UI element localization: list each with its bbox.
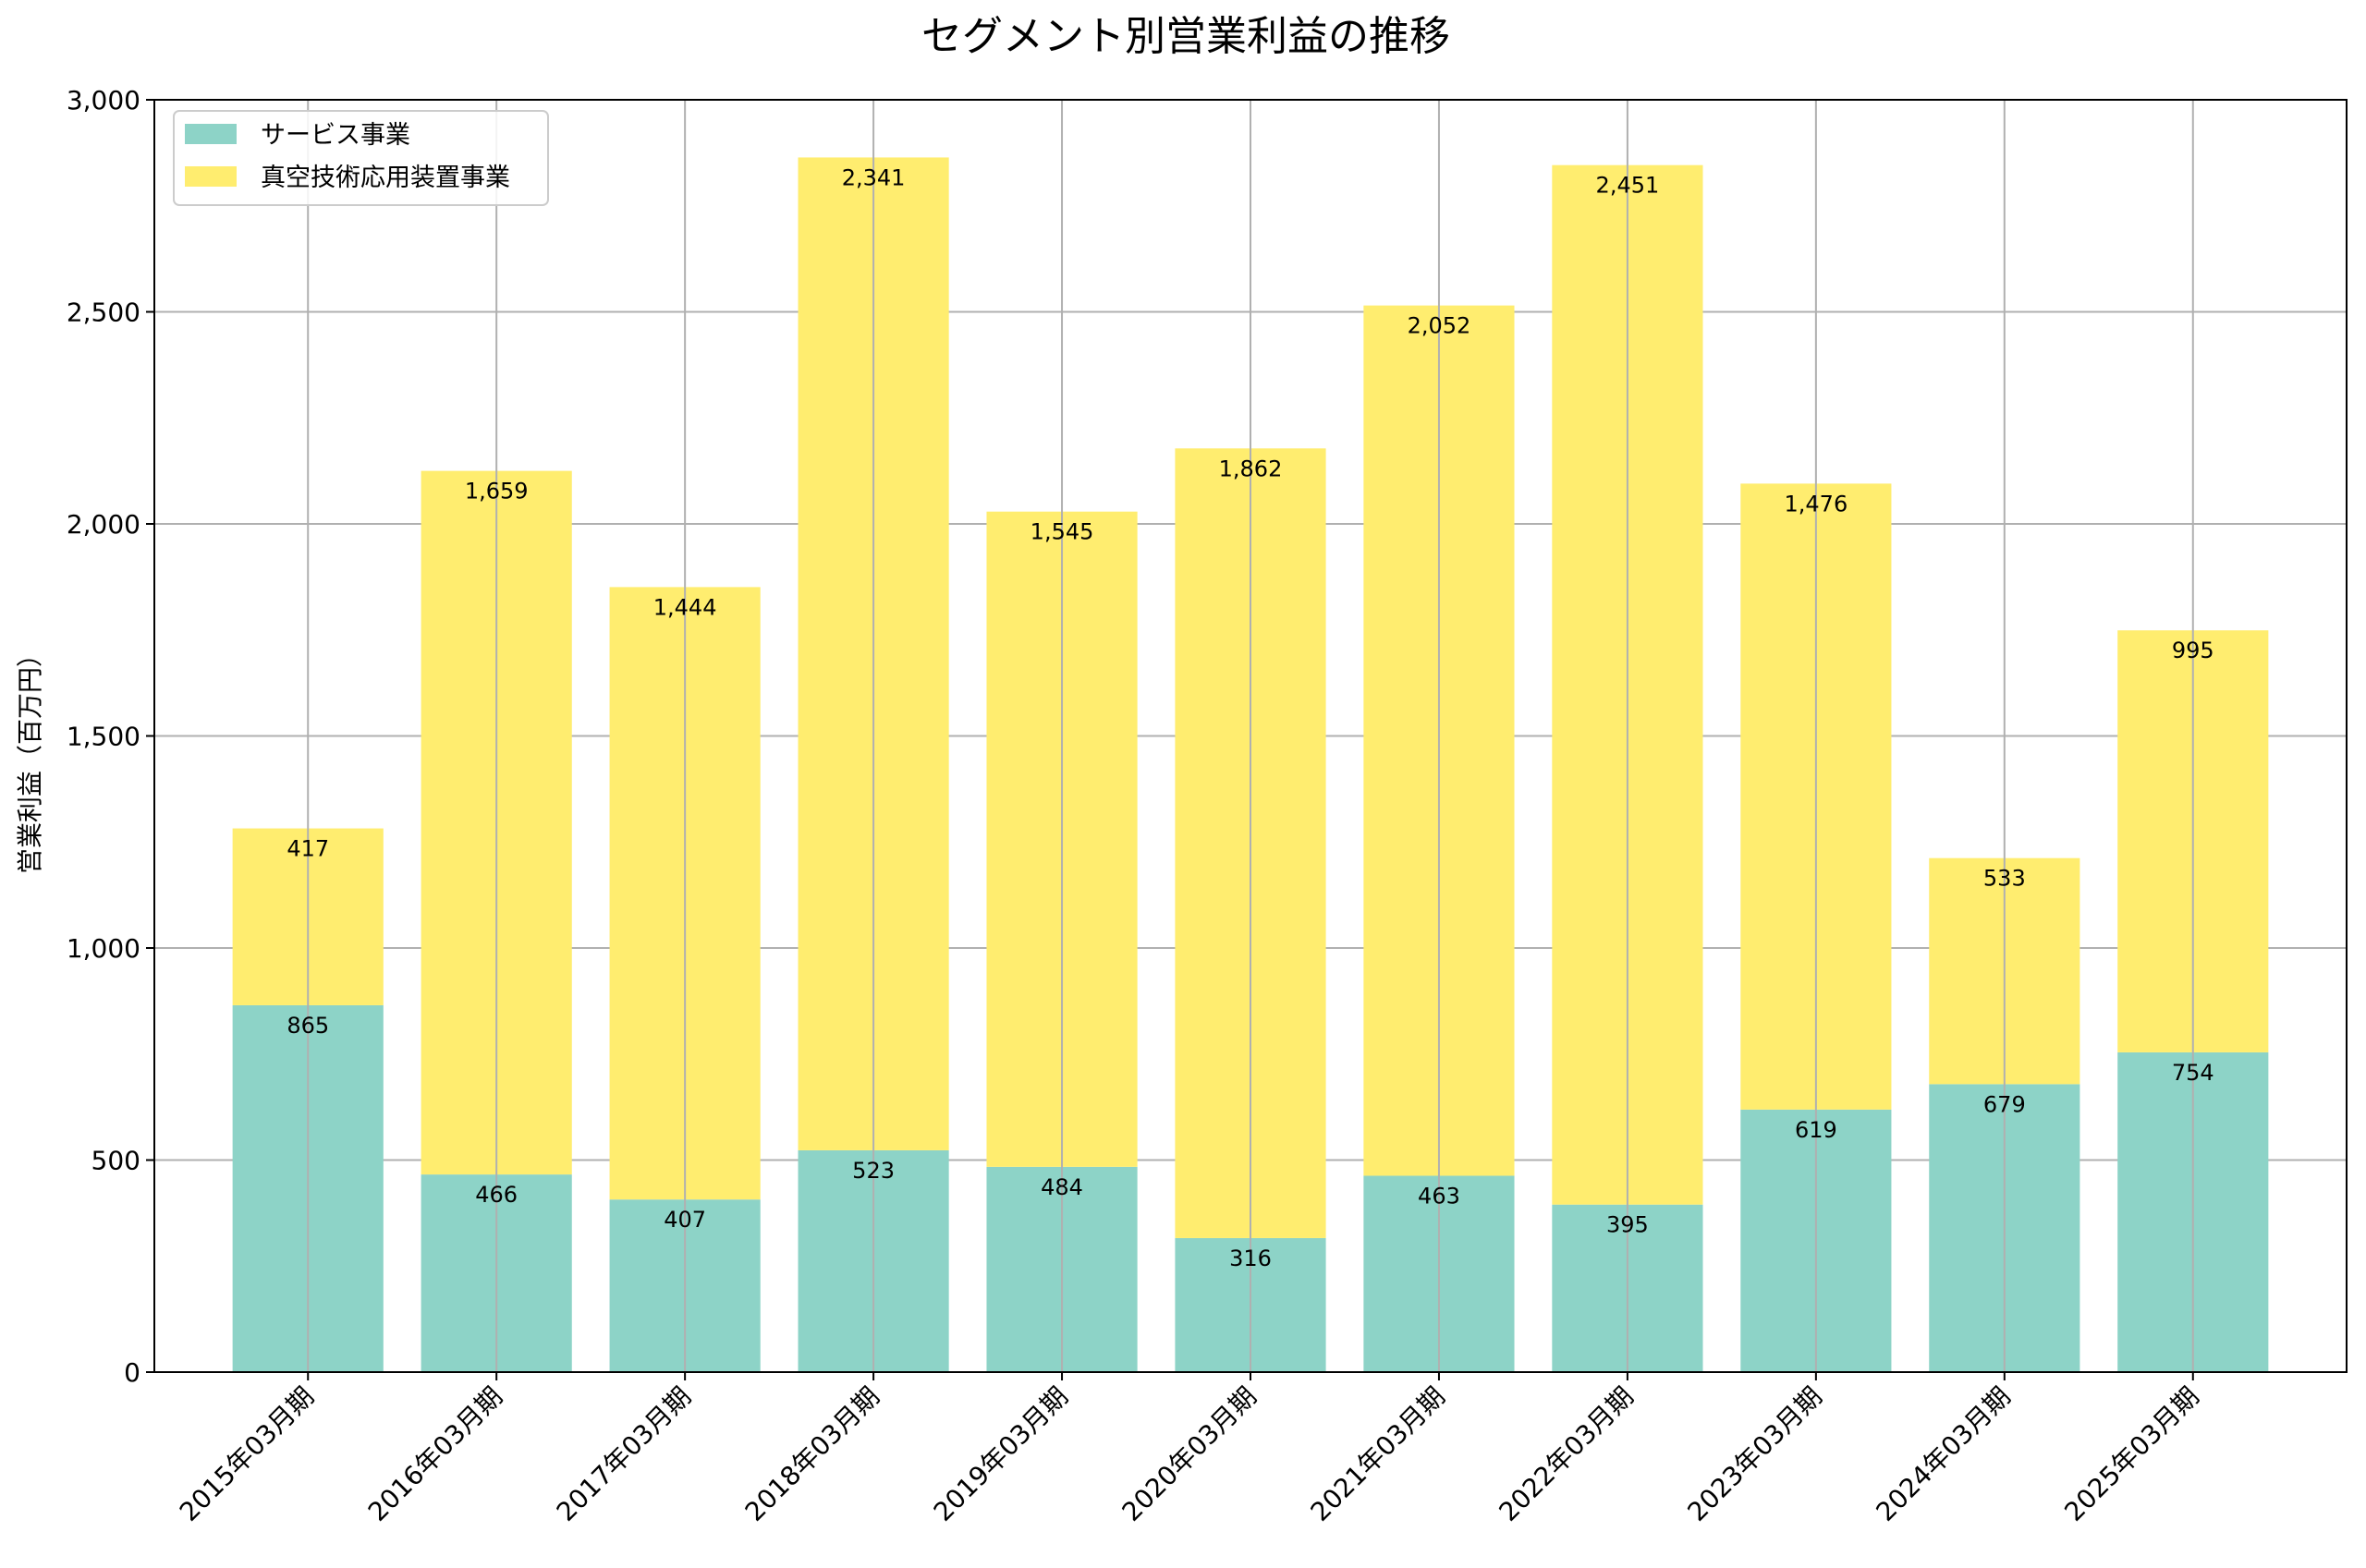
x-tick-label: 2016年03月期 <box>362 1381 508 1527</box>
x-axis-ticks: 2015年03月期 2016年03月期 2017年03月期 2018年03月期 2019… <box>174 1372 2205 1527</box>
x-tick-label: 2023年03月期 <box>1682 1381 1828 1527</box>
y-tick-label: 3,000 <box>67 85 140 115</box>
x-tick-label: 2021年03月期 <box>1305 1381 1451 1527</box>
data-label: 2,451 <box>1596 173 1660 199</box>
data-label: 2,341 <box>842 164 906 190</box>
data-label: 619 <box>1795 1117 1837 1143</box>
data-label: 417 <box>287 836 329 862</box>
y-tick-label: 2,000 <box>67 509 140 540</box>
data-label: 1,444 <box>653 594 717 620</box>
legend-label: サービス事業 <box>261 121 410 150</box>
data-label: 466 <box>475 1182 518 1208</box>
y-axis-label: 営業利益（百万円） <box>15 641 45 874</box>
data-label: 1,659 <box>465 479 529 504</box>
chart-title: セグメント別営業利益の推移 <box>921 13 1450 60</box>
data-label: 754 <box>2172 1060 2214 1086</box>
x-tick-label: 2018年03月期 <box>739 1381 885 1527</box>
x-tick-label: 2015年03月期 <box>174 1381 320 1527</box>
x-tick-label: 2017年03月期 <box>551 1381 697 1527</box>
x-tick-label: 2024年03月期 <box>1870 1381 2016 1527</box>
y-tick-label: 500 <box>91 1146 140 1176</box>
y-tick-label: 1,000 <box>67 933 140 964</box>
data-label: 1,862 <box>1219 456 1283 481</box>
x-tick-label: 2022年03月期 <box>1494 1381 1640 1527</box>
y-axis-ticks: 0 500 1,000 1,500 2,000 2,500 3,000 <box>67 85 154 1388</box>
data-label: 484 <box>1041 1174 1083 1200</box>
data-labels: 865 466 407 523 484 316 463 395 619 679 754 417 1,65… <box>287 164 2214 1271</box>
x-tick-label: 2020年03月期 <box>1116 1381 1262 1527</box>
data-label: 523 <box>852 1158 895 1184</box>
data-label: 2,052 <box>1408 313 1471 339</box>
legend-box <box>173 110 549 206</box>
data-label: 1,545 <box>1031 519 1094 545</box>
data-label: 995 <box>2172 638 2214 663</box>
data-label: 1,476 <box>1785 491 1848 517</box>
legend-swatch <box>185 124 237 144</box>
x-tick-label: 2019年03月期 <box>928 1381 1074 1527</box>
data-label: 316 <box>1229 1246 1272 1271</box>
data-label: 533 <box>1983 866 2026 892</box>
y-tick-label: 1,500 <box>67 722 140 752</box>
data-label: 395 <box>1606 1212 1649 1238</box>
y-tick-label: 2,500 <box>67 298 140 328</box>
data-label: 865 <box>287 1013 329 1039</box>
vertical-grid-lines <box>307 100 2194 1372</box>
data-label: 463 <box>1418 1183 1460 1209</box>
data-label: 407 <box>664 1207 706 1233</box>
legend-label: 真空技術応用装置事業 <box>261 164 510 192</box>
legend-swatch <box>185 166 237 187</box>
y-tick-label: 0 <box>124 1357 140 1388</box>
x-tick-label: 2025年03月期 <box>2058 1381 2204 1527</box>
data-label: 679 <box>1983 1091 2026 1117</box>
